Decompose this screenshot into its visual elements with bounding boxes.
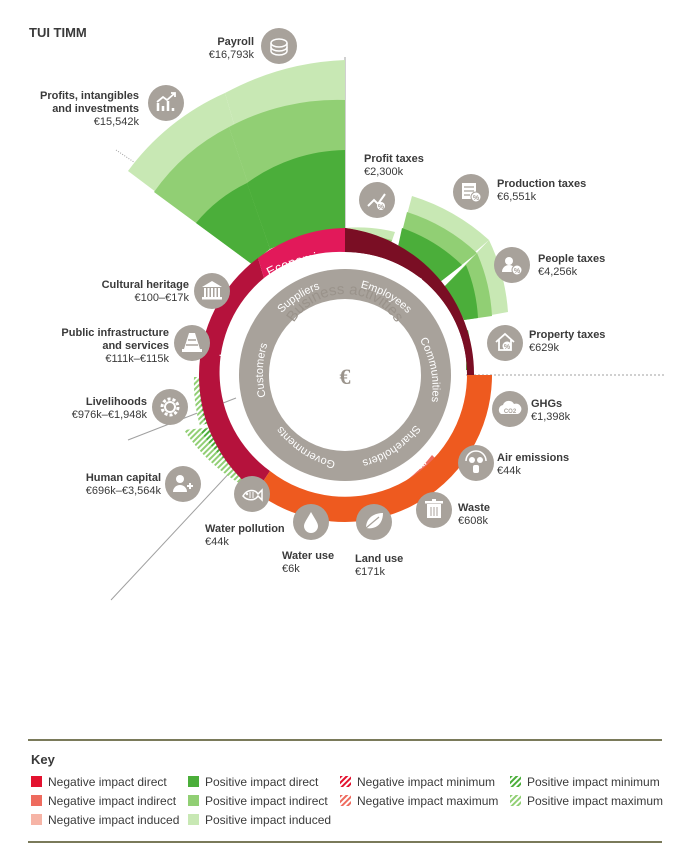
ring-economic <box>258 228 345 278</box>
payroll-label: Payroll <box>217 36 254 48</box>
public-infra-label-line1: Public infrastructure <box>61 327 169 339</box>
human-capital-value: €696k–€3,564k <box>86 485 162 497</box>
page-title: TUI TIMM <box>29 25 87 40</box>
legend-label: Negative impact direct <box>48 775 167 789</box>
water-pollution-value: €44k <box>205 536 229 548</box>
label-social: Social <box>217 353 237 391</box>
people-taxes-value: €4,256k <box>538 266 578 278</box>
profits-value: €15,542k <box>94 116 140 128</box>
gas-mask-icon <box>458 445 494 481</box>
icons: % % % % CO2 <box>148 28 530 540</box>
ghgs-label: GHGs <box>531 398 562 410</box>
money-stack-icon <box>261 28 297 64</box>
legend-swatch <box>510 776 521 787</box>
legend-swatch <box>510 795 521 806</box>
svg-text:%: % <box>473 195 480 202</box>
production-taxes-label: Production taxes <box>497 178 586 190</box>
legend-swatch <box>188 814 199 825</box>
ghgs-value: €1,398k <box>531 411 571 423</box>
legend-swatch <box>31 814 42 825</box>
human-capital-label: Human capital <box>86 472 161 484</box>
property-taxes-value: €629k <box>529 342 559 354</box>
livelihoods-label: Livelihoods <box>86 396 147 408</box>
svg-text:%: % <box>378 204 385 211</box>
water-pollution-label: Water pollution <box>205 523 285 535</box>
ring-social <box>198 258 270 492</box>
person-plus-icon <box>165 466 201 502</box>
legend-label: Positive impact indirect <box>205 794 328 808</box>
svg-text:CO2: CO2 <box>504 409 517 415</box>
co2-cloud-icon: CO2 <box>492 391 528 427</box>
chart-up-icon <box>148 85 184 121</box>
legend-label: Negative impact induced <box>48 813 180 827</box>
legend-label: Negative impact maximum <box>357 794 499 808</box>
payroll-bar-direct <box>247 150 345 249</box>
dead-fish-icon <box>234 476 270 512</box>
production-taxes-value: €6,551k <box>497 191 537 203</box>
museum-icon <box>194 273 230 309</box>
legend-label: Negative impact minimum <box>357 775 496 789</box>
profits-bar-direct <box>196 183 270 265</box>
legend-label: Positive impact direct <box>205 775 319 789</box>
trash-bin-icon <box>416 492 452 528</box>
public-infra-label-line2: and services <box>102 340 169 352</box>
waste-value: €608k <box>458 515 488 527</box>
water-drop-icon <box>293 504 329 540</box>
profits-label-line2: and investments <box>52 103 139 115</box>
livelihoods-value: €976k–€1,948k <box>72 409 148 421</box>
economic-bars <box>128 60 345 265</box>
water-use-label: Water use <box>282 550 334 562</box>
legend-label: Negative impact indirect <box>48 794 177 808</box>
legend-label: Positive impact minimum <box>527 775 660 789</box>
land-use-value: €171k <box>355 566 385 578</box>
people-taxes-label: People taxes <box>538 253 605 265</box>
legend-swatch <box>31 795 42 806</box>
legend-swatch <box>340 795 351 806</box>
legend-label: Positive impact maximum <box>527 794 664 808</box>
property-taxes-label: Property taxes <box>529 329 605 341</box>
invoice-percent-icon: % <box>453 174 489 210</box>
legend-title: Key <box>31 752 55 767</box>
profits-label-line1: Profits, intangibles <box>40 90 139 102</box>
legend-swatch <box>31 776 42 787</box>
traffic-cone-icon <box>174 325 210 361</box>
land-use-label: Land use <box>355 553 403 565</box>
profit-taxes-label: Profit taxes <box>364 153 424 165</box>
outer-ring <box>198 228 492 523</box>
impact-wheel-chart: TUI TIMM <box>29 25 664 601</box>
legend-label: Positive impact induced <box>205 813 332 827</box>
stakeholder-customers: Customers <box>254 341 271 399</box>
air-emissions-label: Air emissions <box>497 452 569 464</box>
legend-swatch <box>340 776 351 787</box>
ring-environmental <box>256 375 492 523</box>
payroll-value: €16,793k <box>209 49 255 61</box>
item-labels: Payroll €16,793k Profits, intangibles an… <box>40 36 605 578</box>
svg-text:%: % <box>504 344 511 351</box>
cultural-heritage-label: Cultural heritage <box>102 279 189 291</box>
water-use-value: €6k <box>282 563 300 575</box>
leaf-icon <box>356 504 392 540</box>
cultural-heritage-value: €100–€17k <box>135 292 190 304</box>
legend-swatch <box>188 795 199 806</box>
business-activities-circle <box>269 299 421 451</box>
svg-text:%: % <box>514 268 521 275</box>
people-percent-icon: % <box>494 247 530 283</box>
air-emissions-value: €44k <box>497 465 521 477</box>
profit-taxes-value: €2,300k <box>364 166 404 178</box>
waste-label: Waste <box>458 502 490 514</box>
euro-symbol: € <box>340 364 351 389</box>
chart-percent-icon: % <box>359 182 395 218</box>
gear-icon <box>152 389 188 425</box>
house-percent-icon: % <box>487 325 523 361</box>
public-infra-value: €111k–€115k <box>105 353 169 365</box>
legend: Key Negative impact direct Negative impa… <box>28 739 664 843</box>
legend-swatch <box>188 776 199 787</box>
